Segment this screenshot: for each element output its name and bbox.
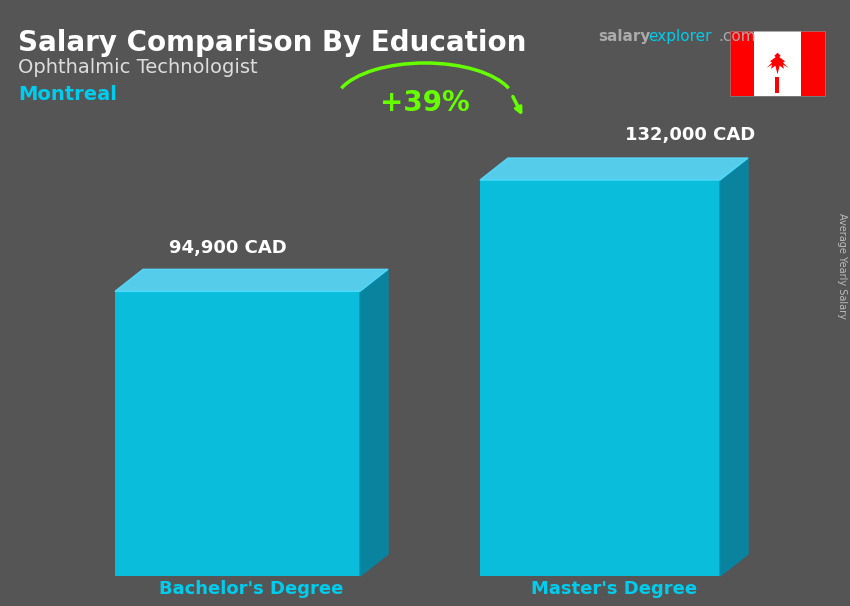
Text: Ophthalmic Technologist: Ophthalmic Technologist bbox=[18, 58, 258, 77]
Bar bbox=[730, 31, 754, 96]
Text: Montreal: Montreal bbox=[18, 85, 116, 104]
Bar bbox=[730, 31, 825, 96]
Bar bbox=[480, 180, 720, 576]
Text: Average Yearly Salary: Average Yearly Salary bbox=[837, 213, 847, 319]
Polygon shape bbox=[115, 269, 388, 291]
Text: Bachelor's Degree: Bachelor's Degree bbox=[159, 580, 343, 598]
Text: .com: .com bbox=[718, 29, 756, 44]
Polygon shape bbox=[360, 269, 388, 576]
Text: +39%: +39% bbox=[380, 89, 470, 117]
Polygon shape bbox=[480, 158, 748, 180]
Bar bbox=[775, 77, 779, 93]
Bar bbox=[115, 291, 360, 576]
Bar bbox=[802, 31, 825, 96]
Text: Salary Comparison By Education: Salary Comparison By Education bbox=[18, 29, 526, 57]
Polygon shape bbox=[767, 53, 788, 75]
Polygon shape bbox=[720, 158, 748, 576]
Text: Master's Degree: Master's Degree bbox=[531, 580, 697, 598]
Text: salary: salary bbox=[598, 29, 650, 44]
Text: 132,000 CAD: 132,000 CAD bbox=[625, 126, 755, 144]
Bar bbox=[730, 31, 825, 96]
Text: 94,900 CAD: 94,900 CAD bbox=[168, 239, 286, 258]
Text: explorer: explorer bbox=[648, 29, 711, 44]
